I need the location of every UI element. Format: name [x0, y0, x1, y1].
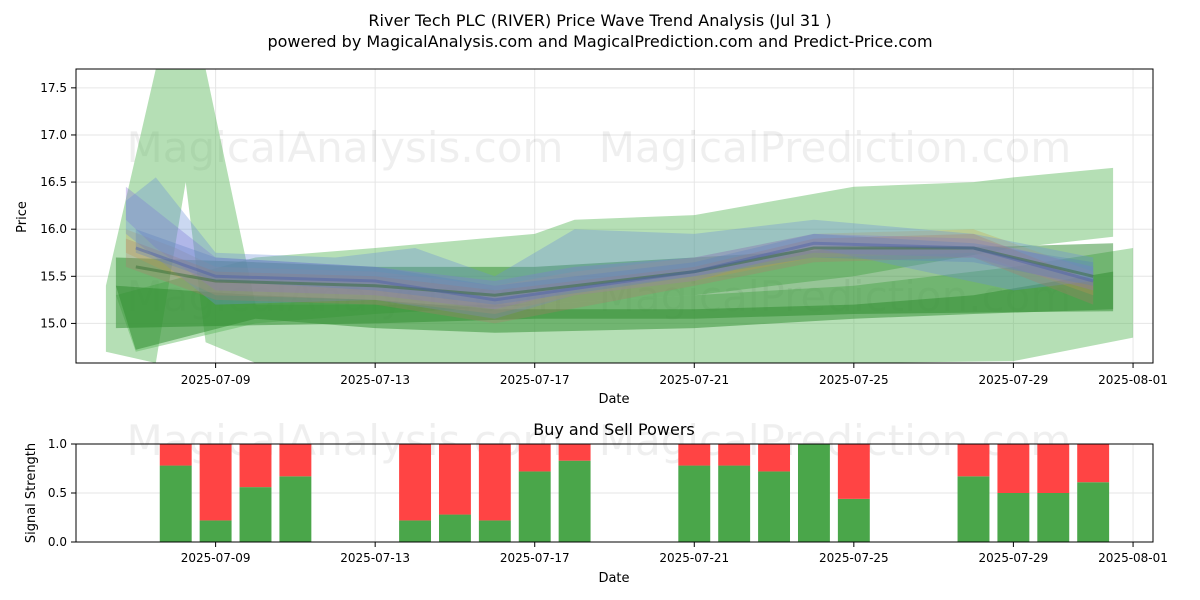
price-wave-line — [135, 246, 1094, 297]
signal-bars — [159, 444, 1110, 542]
buy-bar — [1077, 482, 1110, 542]
price-band — [135, 229, 1094, 305]
upper-x-axis-label: Date — [598, 392, 629, 407]
buy-bar — [997, 493, 1030, 542]
chart-title: River Tech PLC (RIVER) Price Wave Trend … — [368, 11, 831, 30]
sell-bar — [279, 444, 312, 477]
buy-bar — [678, 465, 711, 542]
y-tick-label: 0.5 — [48, 486, 67, 500]
watermark: MagicalPrediction.com — [599, 416, 1072, 465]
lower-chart-title: Buy and Sell Powers — [533, 420, 695, 439]
x-tick-label: 2025-07-09 — [181, 373, 251, 387]
buy-bar — [957, 476, 990, 542]
buy-bar — [279, 476, 312, 542]
x-tick-label: 2025-07-25 — [819, 373, 889, 387]
buy-bar — [558, 460, 591, 542]
signal-panel: 2025-07-09 2025-07-13 2025-07-17 2025-07-21… — [48, 416, 1168, 565]
price-bands — [105, 69, 1134, 363]
sell-bar — [478, 444, 511, 521]
signal-frame — [75, 443, 1154, 543]
watermark: MagicalAnalysis.com — [127, 123, 564, 172]
sell-bar — [758, 444, 791, 472]
price-panel: 2025-07-09 2025-07-13 2025-07-17 2025-07-21… — [40, 68, 1168, 387]
x-tick-label: 2025-07-09 — [181, 551, 251, 565]
price-band — [125, 177, 1094, 319]
sell-bar — [1077, 444, 1110, 483]
buy-bar — [1037, 493, 1070, 542]
x-tick-label: 2025-07-25 — [819, 551, 889, 565]
buy-bar — [478, 520, 511, 542]
sell-bar — [159, 444, 192, 466]
price-band — [125, 233, 1094, 324]
price-frame — [75, 68, 1154, 364]
x-tick-label: 2025-08-01 — [1098, 551, 1168, 565]
x-tick-label: 2025-08-01 — [1098, 373, 1168, 387]
price-wave-line — [135, 241, 1094, 302]
y-tick-label: 16.5 — [40, 175, 67, 189]
buy-bar — [399, 520, 432, 542]
buy-bar — [239, 487, 272, 542]
sell-bar — [438, 444, 471, 515]
x-tick-label: 2025-07-29 — [979, 551, 1049, 565]
x-tick-label: 2025-07-21 — [659, 551, 729, 565]
buy-bar — [797, 444, 830, 542]
y-tick-label: 17.5 — [40, 81, 67, 95]
buy-bar — [718, 465, 751, 542]
watermark: MagicalPrediction.com — [599, 123, 1072, 172]
buy-bar — [199, 520, 232, 542]
sell-bar — [199, 444, 232, 521]
x-tick-label: 2025-07-29 — [979, 373, 1049, 387]
chart-subtitle: powered by MagicalAnalysis.com and Magic… — [267, 32, 932, 51]
sell-bar — [718, 444, 751, 466]
buy-bar — [758, 471, 791, 542]
y-tick-label: 16.0 — [40, 222, 67, 236]
price-band — [115, 271, 1114, 350]
buy-bar — [438, 514, 471, 542]
buy-bar — [518, 471, 551, 542]
x-tick-label: 2025-07-17 — [500, 551, 570, 565]
y-tick-label: 0.0 — [48, 535, 67, 549]
x-tick-label: 2025-07-21 — [659, 373, 729, 387]
sell-bar — [518, 444, 551, 472]
sell-bar — [239, 444, 272, 488]
price-band — [125, 229, 1094, 314]
sell-bar — [678, 444, 711, 466]
sell-bar — [558, 444, 591, 461]
sell-bar — [1037, 444, 1070, 493]
upper-y-axis-label: Price — [15, 201, 30, 233]
price-band — [125, 186, 1094, 310]
y-tick-label: 1.0 — [48, 437, 67, 451]
lower-x-axis-label: Date — [598, 571, 629, 586]
sell-bar — [957, 444, 990, 477]
y-tick-label: 17.0 — [40, 128, 67, 142]
sell-bar — [997, 444, 1030, 493]
y-tick-label: 15.0 — [40, 316, 67, 330]
buy-bar — [837, 498, 870, 542]
buy-bar — [159, 465, 192, 542]
sell-bar — [837, 444, 870, 499]
x-tick-label: 2025-07-13 — [340, 373, 410, 387]
sell-bar — [399, 444, 432, 521]
lower-y-axis-label: Signal Strength — [24, 443, 39, 543]
y-tick-label: 15.5 — [40, 269, 67, 283]
x-tick-label: 2025-07-17 — [500, 373, 570, 387]
x-tick-label: 2025-07-13 — [340, 551, 410, 565]
